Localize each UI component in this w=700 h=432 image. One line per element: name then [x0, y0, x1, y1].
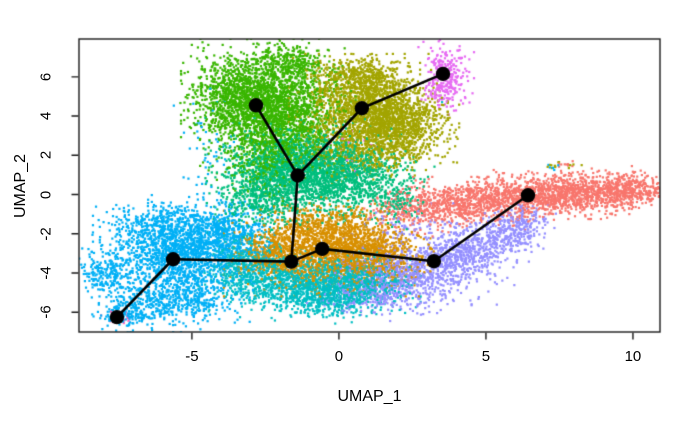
y-tick-label: -2 [37, 227, 55, 241]
x-tick-label: -5 [185, 348, 199, 365]
x-tick-label: 10 [624, 348, 642, 365]
y-tick-label: 4 [37, 111, 55, 121]
x-axis-title: UMAP_1 [337, 388, 402, 405]
y-tick-label: 0 [37, 190, 55, 199]
x-tick-label: 0 [334, 348, 344, 365]
y-tick-label: -4 [37, 266, 55, 280]
x-tick-label: 5 [481, 348, 491, 365]
y-tick-label: -6 [37, 305, 55, 319]
y-tick-label: 6 [37, 72, 55, 82]
y-axis-title: UMAP_2 [12, 153, 29, 219]
y-tick-label: 2 [37, 151, 55, 160]
